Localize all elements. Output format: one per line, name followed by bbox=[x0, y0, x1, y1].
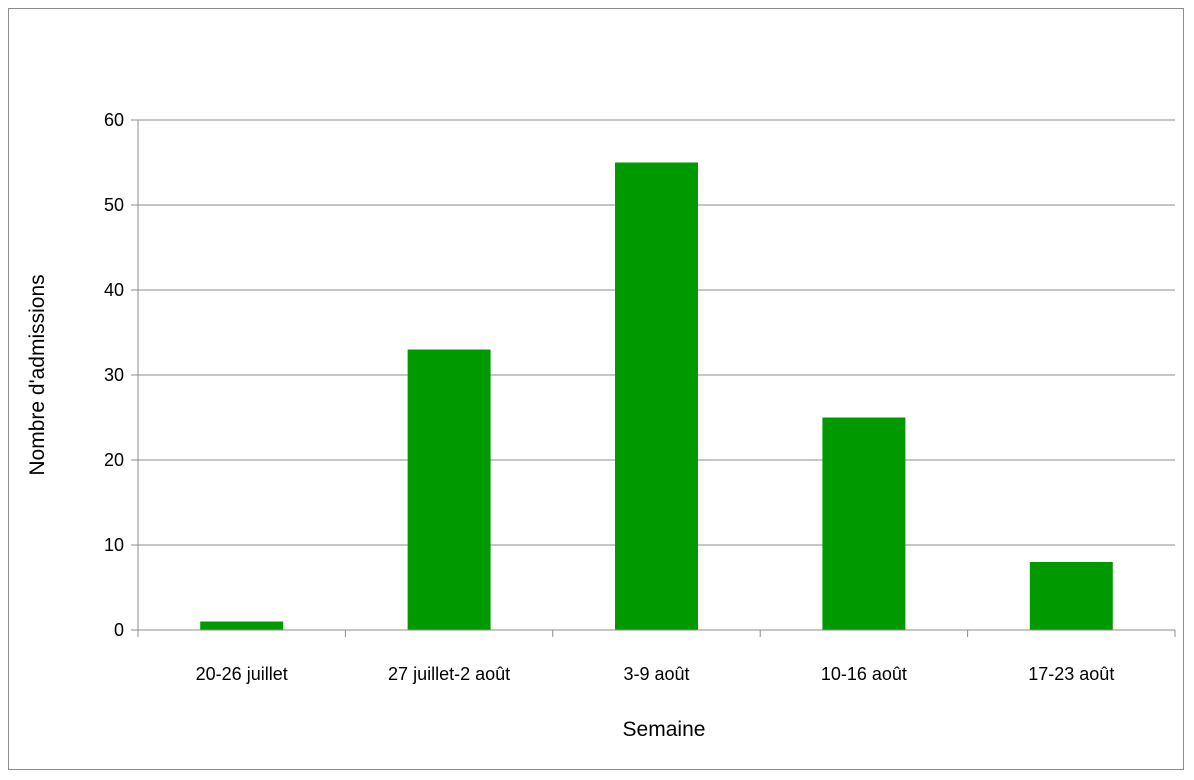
bar-3 bbox=[615, 162, 698, 630]
y-tick-label: 0 bbox=[114, 620, 124, 640]
bar-5 bbox=[1029, 562, 1113, 630]
y-tick-label: 10 bbox=[104, 535, 124, 555]
x-tick-label: 10-16 août bbox=[821, 664, 907, 684]
y-tick-label: 30 bbox=[104, 365, 124, 385]
x-axis-title: Semaine bbox=[623, 718, 706, 741]
x-tick-label: 3-9 août bbox=[623, 664, 689, 684]
y-tick-label: 40 bbox=[104, 280, 124, 300]
bar-4 bbox=[822, 417, 906, 630]
y-tick-label: 50 bbox=[104, 195, 124, 215]
axes bbox=[131, 119, 1176, 637]
bar-2 bbox=[407, 349, 491, 630]
y-tick-label: 60 bbox=[104, 110, 124, 130]
y-axis-title: Nombre d'admissions bbox=[26, 274, 49, 475]
y-tick-label: 20 bbox=[104, 450, 124, 470]
bar-1 bbox=[200, 621, 284, 630]
x-tick-label: 27 juillet-2 août bbox=[388, 664, 510, 684]
y-tick-labels: 0 10 20 30 40 50 60 bbox=[104, 110, 124, 640]
x-tick-label: 20-26 juillet bbox=[196, 664, 288, 684]
x-tick-labels: 20-26 juillet 27 juillet-2 août 3-9 août 10… bbox=[196, 664, 1115, 684]
x-tick-label: 17-23 août bbox=[1028, 664, 1114, 684]
bars bbox=[200, 162, 1113, 630]
chart-frame bbox=[8, 8, 1184, 770]
